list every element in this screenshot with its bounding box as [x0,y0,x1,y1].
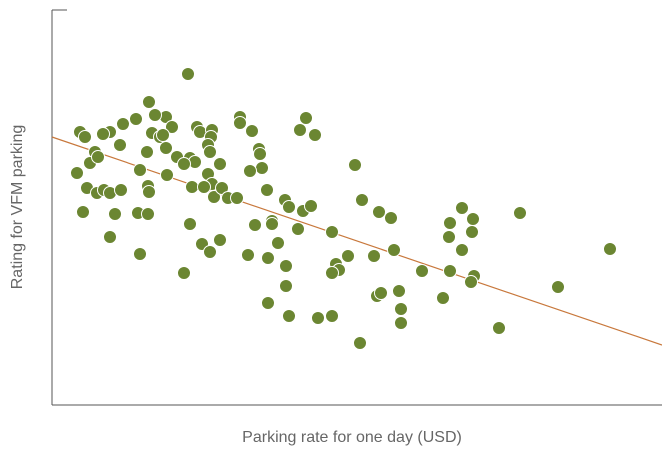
point [551,280,565,294]
point [160,168,174,182]
point [394,302,408,316]
point [159,141,173,155]
point [443,264,457,278]
point [374,286,388,300]
point [279,259,293,273]
point [455,243,469,257]
point [114,183,128,197]
point [142,185,156,199]
point [91,150,105,164]
point [116,117,130,131]
point [341,249,355,263]
point [213,157,227,171]
point [140,145,154,159]
point [311,311,325,325]
point [148,108,162,122]
point [464,275,478,289]
point [230,191,244,205]
point [492,321,506,335]
point [213,233,227,247]
point [261,251,275,265]
point [465,225,479,239]
point [203,145,217,159]
point [466,212,480,226]
point [183,217,197,231]
point [133,163,147,177]
point [177,157,191,171]
point [299,111,313,125]
point [271,236,285,250]
point [133,247,147,261]
point [245,124,259,138]
point [282,309,296,323]
point [291,222,305,236]
point [325,309,339,323]
point [325,225,339,239]
point [253,147,267,161]
point [197,180,211,194]
point [156,128,170,142]
point [165,120,179,134]
point [308,128,322,142]
point [455,201,469,215]
point [603,242,617,256]
point [142,95,156,109]
point [367,249,381,263]
point [372,205,386,219]
point [282,200,296,214]
point [248,218,262,232]
point [70,166,84,180]
point [304,199,318,213]
point [442,230,456,244]
point [415,264,429,278]
point [129,112,143,126]
y-axis-label: Rating for VFM parking [9,125,26,290]
point [108,207,122,221]
point [96,127,110,141]
point [203,245,217,259]
point [394,316,408,330]
point [141,207,155,221]
point [233,116,247,130]
point [392,284,406,298]
point [76,205,90,219]
point [513,206,527,220]
point [355,193,369,207]
point [384,211,398,225]
point [387,243,401,257]
point [353,336,367,350]
point [436,291,450,305]
trend-line [51,136,662,346]
point [241,248,255,262]
point [177,266,191,280]
point [279,279,293,293]
point [293,123,307,137]
point [265,217,279,231]
point [103,230,117,244]
point [78,130,92,144]
point [185,180,199,194]
point [243,164,257,178]
point [181,67,195,81]
point [260,183,274,197]
point [261,296,275,310]
point [255,161,269,175]
point [207,190,221,204]
point [325,266,339,280]
point [113,138,127,152]
point [443,216,457,230]
x-axis-label: Parking rate for one day (USD) [242,429,462,446]
point [348,158,362,172]
